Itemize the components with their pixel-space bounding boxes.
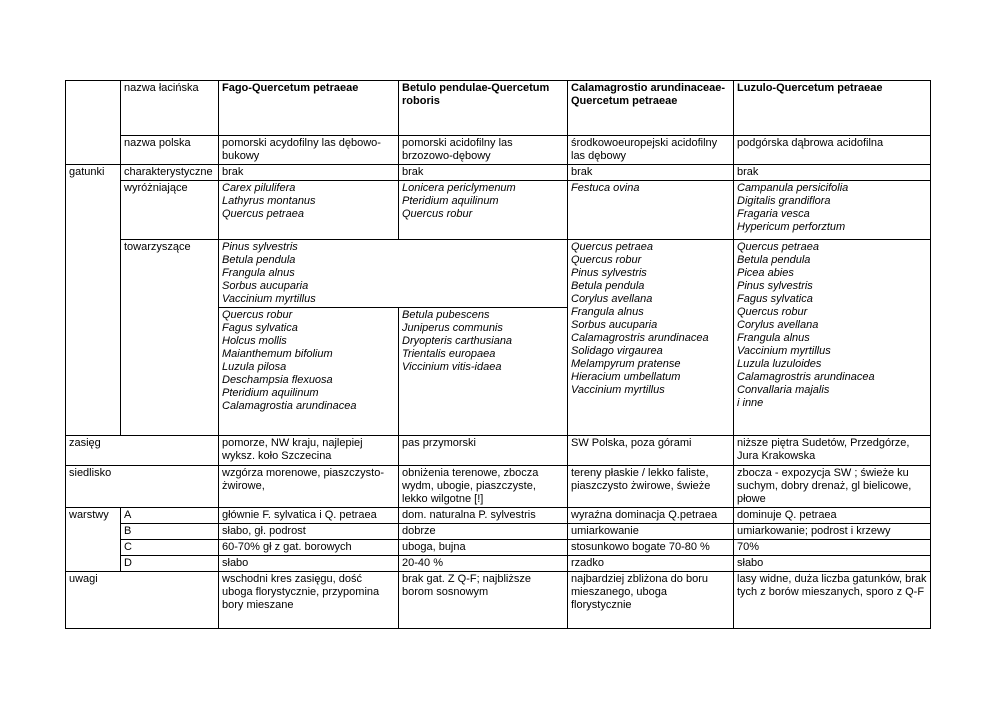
cell-betulo-notes: brak gat. Z Q-F; najbliższe borom sosnow…	[398, 571, 568, 629]
cell-calamagrostio-range: SW Polska, poza górami	[567, 435, 734, 466]
cell-luzulo-accompanying-species: Quercus petraea Betula pendula Picea abi…	[733, 239, 931, 436]
row-label-accompanying: towarzyszące	[120, 239, 219, 436]
cell-betulo-layer-a: dom. naturalna P. sylvestris	[398, 507, 568, 524]
cell-calamagrostio-polish-name: środkowoeuropejski acidofilny las dębowy	[567, 135, 734, 165]
row-label-layer-d: D	[120, 555, 219, 572]
cell-betulo-layer-b: dobrze	[398, 523, 568, 540]
column-header-calamagrostio: Calamagrostio arundinaceae-Quercetum pet…	[567, 80, 734, 136]
cell-betulo-distinguishing-species: Lonicera periclymenum Pteridium aquilinu…	[398, 180, 568, 240]
cell-calamagrostio-characteristic: brak	[567, 164, 734, 181]
row-label-layers-group: warstwy	[65, 507, 121, 572]
cell-fago-characteristic: brak	[218, 164, 399, 181]
row-label-layer-c: C	[120, 539, 219, 556]
row-label-layer-b: B	[120, 523, 219, 540]
cell-calamagrostio-notes: najbardziej zbliżona do boru mieszanego,…	[567, 571, 734, 629]
column-header-fago: Fago-Quercetum petraeae	[218, 80, 399, 136]
cell-betulo-range: pas przymorski	[398, 435, 568, 466]
cell-luzulo-polish-name: podgórska dąbrowa acidofilna	[733, 135, 931, 165]
cell-fago-layer-a: głównie F. sylvatica i Q. petraea	[218, 507, 399, 524]
row-label-characteristic: charakterystyczne	[120, 164, 219, 181]
cell-calamagrostio-layer-d: rzadko	[567, 555, 734, 572]
vegetation-comparison-table: nazwa łacińska Fago-Quercetum petraeae B…	[65, 80, 931, 629]
cell-calamagrostio-layer-b: umiarkowanie	[567, 523, 734, 540]
cell-luzulo-notes: lasy widne, duża liczba gatunków, brak t…	[733, 571, 931, 629]
cell-fago-layer-d: słabo	[218, 555, 399, 572]
cell-fago-layer-b: słabo, gł. podrost	[218, 523, 399, 540]
cell-betulo-polish-name: pomorski acidofilny las brzozowo-dębowy	[398, 135, 568, 165]
cell-betulo-layer-c: uboga, bujna	[398, 539, 568, 556]
row-label-habitat: siedlisko	[65, 465, 219, 508]
cell-calamagrostio-distinguishing-species: Festuca ovina	[567, 180, 734, 240]
row-label-polish-name: nazwa polska	[120, 135, 219, 165]
cell-fago-notes: wschodni kres zasięgu, dość uboga florys…	[218, 571, 399, 629]
cell-luzulo-characteristic: brak	[733, 164, 931, 181]
cell-betulo-layer-d: 20-40 %	[398, 555, 568, 572]
cell-fago-distinguishing-species: Carex pilulifera Lathyrus montanus Querc…	[218, 180, 399, 240]
cell-calamagrostio-layer-a: wyraźna dominacja Q.petraea	[567, 507, 734, 524]
column-header-betulo: Betulo pendulae-Quercetum roboris	[398, 80, 568, 136]
row-label-notes: uwagi	[65, 571, 219, 629]
cell-calamagrostio-layer-c: stosunkowo bogate 70-80 %	[567, 539, 734, 556]
cell-fago-habitat: wzgórza morenowe, piaszczysto-żwirowe,	[218, 465, 399, 508]
cell-luzulo-habitat: zbocza - expozycja SW ; świeże ku suchym…	[733, 465, 931, 508]
cell-fago-polish-name: pomorski acydofilny las dębowo-bukowy	[218, 135, 399, 165]
row-label-species-group: gatunki	[65, 164, 121, 436]
cell-calamagrostio-accompanying-species: Quercus petraea Quercus robur Pinus sylv…	[567, 239, 734, 436]
cell-luzulo-range: niższe piętra Sudetów, Przedgórze, Jura …	[733, 435, 931, 466]
cell-betulo-habitat: obniżenia terenowe, zbocza wydm, ubogie,…	[398, 465, 568, 508]
cell-shared-accompanying-species: Pinus sylvestris Betula pendula Frangula…	[218, 239, 568, 308]
cell-luzulo-layer-a: dominuje Q. petraea	[733, 507, 931, 524]
cell-betulo-accompanying-species: Betula pubescens Juniperus communis Dryo…	[398, 307, 568, 436]
column-header-luzulo: Luzulo-Quercetum petraeae	[733, 80, 931, 136]
cell-fago-range: pomorze, NW kraju, najlepiej wyksz. koło…	[218, 435, 399, 466]
cell-luzulo-layer-c: 70%	[733, 539, 931, 556]
cell-luzulo-layer-b: umiarkowanie; podrost i krzewy	[733, 523, 931, 540]
row-label-layer-a: A	[120, 507, 219, 524]
cell-betulo-characteristic: brak	[398, 164, 568, 181]
cell-calamagrostio-habitat: tereny płaskie / lekko faliste, piaszczy…	[567, 465, 734, 508]
row-label-latin-name: nazwa łacińska	[120, 80, 219, 136]
row-label-range: zasięg	[65, 435, 219, 466]
row-label-distinguishing: wyróżniające	[120, 180, 219, 240]
cell-luzulo-distinguishing-species: Campanula persicifolia Digitalis grandif…	[733, 180, 931, 240]
cell-fago-accompanying-species: Quercus robur Fagus sylvatica Holcus mol…	[218, 307, 399, 436]
corner-empty-cell	[65, 80, 121, 165]
cell-luzulo-layer-d: słabo	[733, 555, 931, 572]
cell-fago-layer-c: 60-70% gł z gat. borowych	[218, 539, 399, 556]
